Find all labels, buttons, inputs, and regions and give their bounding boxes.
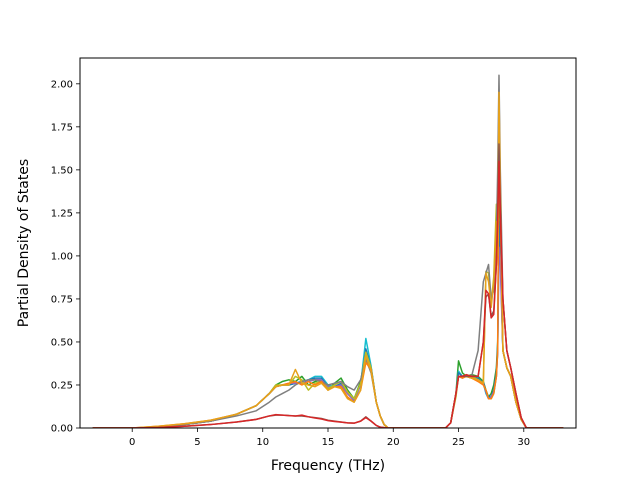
y-axis-label: Partial Density of States (16, 159, 32, 327)
y-axis-ticks: 0.00 0.25 0.50 0.75 1.00 1.25 1.50 1.75 2.00 (51, 79, 80, 435)
y-tick-label: 1.25 (51, 208, 73, 219)
y-tick-label: 1.50 (51, 165, 73, 176)
series-line-7 (92, 91, 564, 428)
x-axis-ticks: 0 5 10 15 20 25 30 (129, 428, 530, 448)
x-axis-label: Frequency (THz) (271, 458, 385, 474)
y-tick-label: 0.75 (51, 294, 73, 305)
y-tick-label: 0.25 (51, 380, 73, 391)
x-tick-label: 30 (517, 437, 530, 448)
x-tick-label: 20 (387, 437, 400, 448)
y-tick-label: 0.00 (51, 424, 73, 435)
x-tick-label: 10 (256, 437, 269, 448)
y-tick-label: 1.75 (51, 122, 73, 133)
y-tick-label: 0.50 (51, 337, 73, 348)
x-tick-label: 25 (452, 437, 465, 448)
x-tick-label: 15 (322, 437, 335, 448)
y-tick-label: 1.00 (51, 251, 73, 262)
x-tick-label: 5 (194, 437, 200, 448)
x-tick-label: 0 (129, 437, 135, 448)
y-tick-label: 2.00 (51, 79, 73, 90)
